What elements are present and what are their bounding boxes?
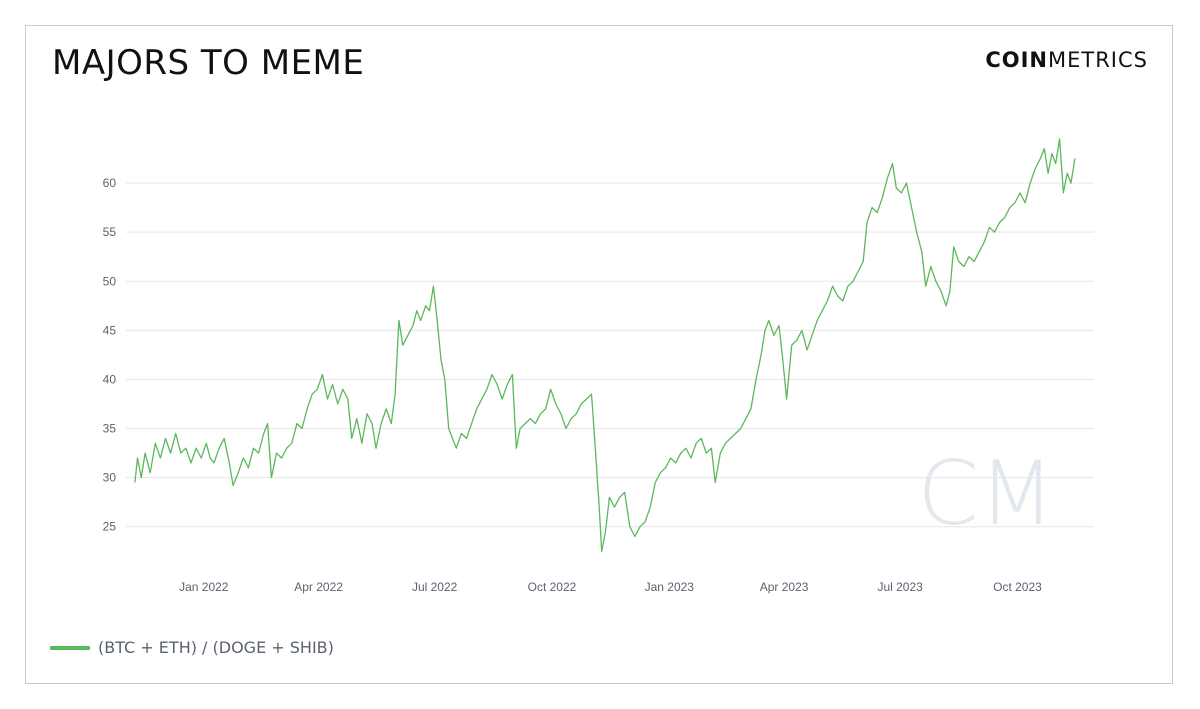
watermark-text: CM <box>917 442 1054 545</box>
x-tick-label: Oct 2022 <box>528 580 577 594</box>
y-tick-label: 50 <box>103 274 117 288</box>
x-axis-ticks: Jan 2022 Apr 2022 Jul 2022 Oct 2022 Jan 2023… <box>179 580 1042 594</box>
y-axis-ticks: 25 30 35 40 45 50 55 60 <box>103 176 117 534</box>
y-tick-label: 30 <box>103 471 117 485</box>
legend-label: (BTC + ETH) / (DOGE + SHIB) <box>98 638 334 657</box>
x-tick-label: Apr 2023 <box>760 580 809 594</box>
series-layer <box>134 138 1076 552</box>
brand-logo-bold: COIN <box>985 48 1048 72</box>
x-tick-label: Apr 2022 <box>294 580 343 594</box>
x-tick-label: Oct 2023 <box>993 580 1042 594</box>
brand-logo-light: METRICS <box>1048 48 1148 72</box>
legend-swatch <box>50 645 90 650</box>
chart-title: MAJORS TO MEME <box>52 43 365 83</box>
legend[interactable]: (BTC + ETH) / (DOGE + SHIB) <box>50 638 334 657</box>
y-tick-label: 55 <box>103 225 117 239</box>
y-tick-label: 35 <box>103 422 117 436</box>
chart-card: MAJORS TO MEME COINMETRICS CM 25 30 35 40 45… <box>25 25 1173 684</box>
x-tick-label: Jan 2023 <box>645 580 695 594</box>
x-tick-label: Jul 2023 <box>877 580 923 594</box>
x-tick-label: Jul 2022 <box>412 580 458 594</box>
brand-logo: COINMETRICS <box>985 48 1148 72</box>
y-tick-label: 40 <box>103 372 117 386</box>
series-line-0 <box>134 138 1076 552</box>
y-tick-label: 45 <box>103 323 117 337</box>
y-tick-label: 25 <box>103 520 117 534</box>
line-chart: CM 25 30 35 40 45 50 55 60 Jan 2022 Apr 2022 Jul … <box>103 138 1094 594</box>
watermark: CM <box>917 442 1054 545</box>
grid-layer <box>126 182 1094 528</box>
y-tick-label: 60 <box>103 176 117 190</box>
x-tick-label: Jan 2022 <box>179 580 229 594</box>
